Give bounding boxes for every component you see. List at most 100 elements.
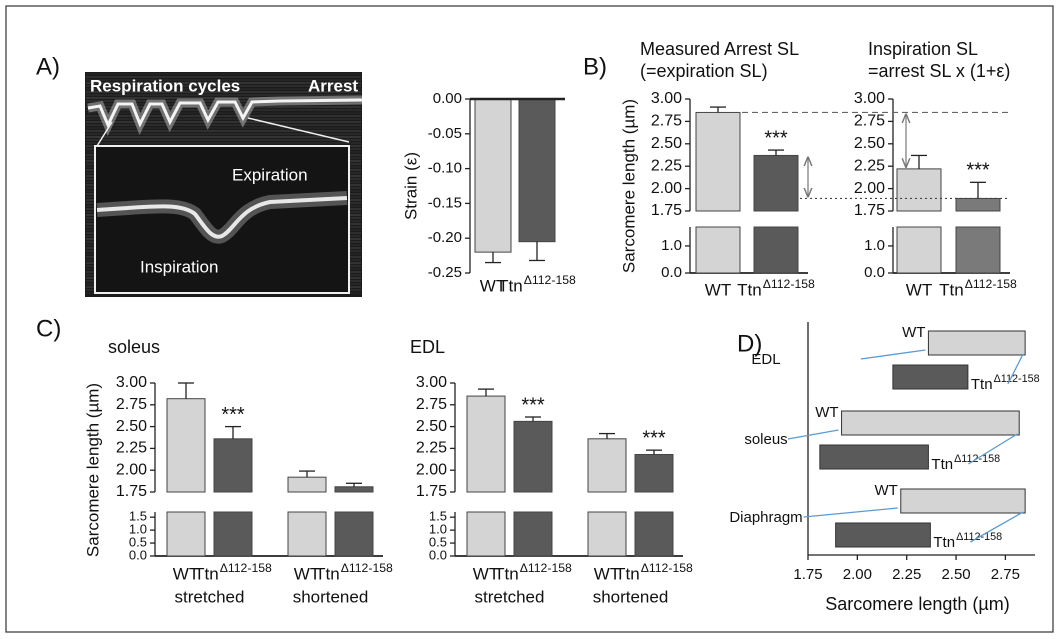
bar-lower (467, 512, 505, 556)
x-tick-label: 2.50 (941, 566, 970, 583)
y-tick-label: 0.5 (129, 534, 147, 549)
legend-label: Ttn (931, 456, 953, 473)
category-label-superscript: Δ112-158 (641, 561, 693, 575)
connector (861, 350, 926, 359)
category-label: Diaphragm (729, 509, 802, 526)
y-tick-label: 2.50 (416, 418, 447, 435)
category-label: soleus (744, 431, 787, 448)
x-tick-label: 2.25 (892, 566, 921, 583)
chart-title: Measured Arrest SL (640, 39, 799, 59)
y-tick-label: 1.75 (416, 483, 447, 500)
category-label: WT (705, 280, 731, 299)
y-tick-label: 2.00 (651, 180, 682, 197)
y-tick-label: 0.0 (864, 264, 885, 281)
significance: *** (764, 127, 788, 149)
y-tick-label: 3.00 (416, 374, 447, 391)
bar (467, 396, 505, 492)
bar (335, 487, 373, 492)
bar-lower (897, 227, 941, 273)
bar (635, 455, 673, 492)
y-tick-label: 3.00 (854, 90, 885, 107)
y-tick-label: 2.50 (651, 135, 682, 152)
bar-lower (288, 512, 326, 556)
panel-label: A) (36, 53, 60, 80)
category-label-superscript: Δ112-158 (220, 561, 272, 575)
y-tick-label: 1.0 (429, 522, 447, 537)
image-label: Arrest (308, 76, 358, 95)
y-tick-label: 2.75 (854, 113, 885, 130)
legend-label: WT (874, 482, 897, 499)
bar (514, 421, 552, 492)
y-tick-label: 1.0 (129, 522, 147, 537)
connector (788, 430, 839, 439)
y-tick-label: 2.50 (116, 418, 147, 435)
inset (95, 146, 349, 293)
y-tick-label: 1.75 (854, 202, 885, 219)
y-tick-label: 2.50 (854, 135, 885, 152)
x-tick-label: 2.00 (843, 566, 872, 583)
bar (696, 112, 740, 211)
y-tick-label: 1.0 (864, 237, 885, 254)
y-tick-label: 2.25 (416, 440, 447, 457)
category-label: Ttn (939, 280, 964, 299)
bar-lower (588, 512, 626, 556)
y-tick-label: 3.00 (651, 90, 682, 107)
x-tick-label: 1.75 (793, 566, 822, 583)
legend-label: WT (815, 404, 838, 421)
y-tick-label: 0.5 (429, 534, 447, 549)
y-tick-label: 1.5 (129, 509, 147, 524)
significance: *** (521, 394, 545, 416)
range-bar (893, 365, 968, 389)
y-tick-label: 2.00 (854, 180, 885, 197)
bar (519, 99, 555, 242)
category-label: Ttn (498, 276, 523, 295)
bar-lower (167, 512, 205, 556)
group-label: stretched (175, 587, 245, 606)
bar-lower (956, 227, 1000, 273)
bar-lower (514, 512, 552, 556)
category-label: Ttn (194, 564, 219, 583)
image-label: Inspiration (140, 257, 218, 276)
category-label-superscript: Δ112-158 (965, 277, 1017, 291)
y-tick-label: 1.0 (661, 237, 682, 254)
x-axis-label: Sarcomere length (µm) (825, 594, 1009, 614)
significance: *** (966, 160, 990, 182)
group-label: stretched (475, 587, 545, 606)
category-label: Ttn (615, 564, 640, 583)
figure: Respiration cycles Arrest Expiration Ins… (0, 0, 1060, 639)
category-label-superscript: Δ112-158 (341, 561, 393, 575)
y-axis-label: Strain (ε) (401, 152, 420, 220)
m-mode-image: Respiration cycles Arrest Expiration Ins… (85, 72, 362, 297)
bar (897, 169, 941, 211)
range-bar (820, 445, 929, 469)
y-tick-label: 1.5 (429, 509, 447, 524)
range-bar (836, 523, 931, 547)
image-label: Respiration cycles (90, 76, 240, 95)
category-label-superscript: Δ112-158 (763, 277, 815, 291)
y-tick-label: -0.10 (428, 160, 462, 177)
y-tick-label: -0.05 (428, 125, 462, 142)
y-tick-label: 2.25 (651, 157, 682, 174)
chart-title: Inspiration SL (868, 39, 978, 59)
y-tick-label: 0.0 (129, 547, 147, 562)
category-label: Ttn (737, 280, 762, 299)
range-bar (901, 489, 1025, 513)
y-tick-label: 2.25 (854, 157, 885, 174)
category-label: EDL (751, 351, 780, 368)
category-label: WT (906, 280, 932, 299)
significance: *** (642, 427, 666, 449)
group-label: shortened (293, 587, 369, 606)
legend-label: WT (902, 324, 925, 341)
y-tick-label: 2.75 (416, 396, 447, 413)
image-label: Expiration (232, 165, 308, 184)
range-bar (842, 411, 1020, 435)
bar (475, 99, 511, 252)
bar (167, 399, 205, 492)
category-label-superscript: Δ112-158 (524, 273, 576, 287)
bar (754, 155, 798, 211)
y-tick-label: 0.0 (429, 547, 447, 562)
significance: *** (221, 404, 245, 426)
category-label: Ttn (315, 564, 340, 583)
chart-title: =arrest SL x (1+ε) (868, 61, 1010, 81)
category-label: Ttn (494, 564, 519, 583)
